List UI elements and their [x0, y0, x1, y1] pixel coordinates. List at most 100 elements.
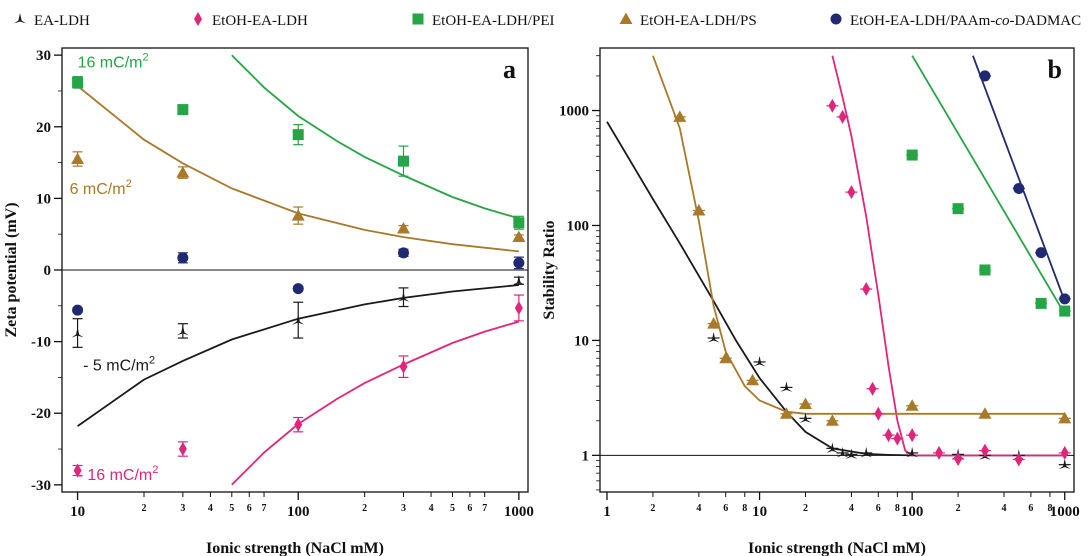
- data-point: [72, 76, 84, 88]
- y-tick-label: 100: [567, 218, 590, 234]
- data-point: [513, 217, 525, 229]
- data-point: [71, 152, 85, 164]
- data-point: [979, 70, 991, 82]
- data-point: [908, 428, 917, 443]
- data-point: [799, 397, 813, 409]
- annotation-text: - 16 mC/m: [78, 467, 153, 484]
- annotation-sup: 2: [149, 354, 155, 366]
- data-point: [826, 442, 839, 453]
- data-point: [836, 446, 849, 458]
- annotation-etoh-ea-ldh-ps: 6 mC/m2: [70, 178, 132, 198]
- data-point: [779, 407, 793, 419]
- data-point: [692, 203, 706, 216]
- series-etoh-ea-ldh-pei: [906, 149, 1071, 317]
- x-tick-label: 1000: [504, 504, 534, 520]
- data-point: [719, 351, 733, 364]
- data-point: [73, 463, 82, 478]
- data-point: [845, 448, 858, 459]
- y-axis-label: Zeta potential (mV): [3, 202, 20, 337]
- legend-marker-etoh-ea-ldh: [194, 12, 202, 26]
- x-minor-tick-label: 3: [401, 503, 406, 514]
- y-tick-label: 1: [582, 448, 590, 464]
- legend-label-etoh-ea-ldh-pei: EtOH-EA-LDH/PEI: [432, 13, 554, 29]
- panel-label: a: [503, 55, 516, 84]
- legend-label-part: -DADMAC: [1009, 13, 1081, 29]
- data-point: [799, 412, 812, 423]
- fit-curve-etoh-ea-ldh-ps: [77, 85, 519, 253]
- x-tick-label: 1000: [1050, 504, 1080, 520]
- data-point: [893, 431, 902, 446]
- x-minor-tick-label: 8: [742, 503, 747, 514]
- data-point: [906, 446, 919, 458]
- data-point: [862, 282, 871, 297]
- x-minor-tick-label: 8: [895, 503, 900, 514]
- x-tick-label: 100: [287, 504, 310, 520]
- x-minor-tick-label: 4: [849, 503, 854, 514]
- data-point: [512, 230, 526, 243]
- legend-marker-etoh-ea-ldh-ps: [619, 12, 633, 24]
- x-axis-label: Ionic strength (NaCl mM): [748, 540, 926, 556]
- legend-marker-etoh-ea-ldh-paam-co-dadmac: [830, 13, 842, 25]
- fit-curves: [606, 55, 1066, 457]
- data-point: [847, 185, 856, 200]
- x-minor-tick-label: 2: [650, 503, 655, 514]
- data-point: [292, 283, 304, 295]
- annotation-ea-ldh: - 5 mC/m2: [83, 354, 155, 374]
- data-point: [707, 317, 721, 329]
- x-minor-tick-label: 5: [450, 503, 455, 514]
- x-tick-label: 10: [70, 504, 85, 520]
- data-point: [838, 109, 847, 124]
- data-point: [397, 155, 409, 167]
- data-point: [1060, 445, 1069, 460]
- data-point: [513, 257, 525, 269]
- legend: EA-LDH EtOH-EA-LDH EtOH-EA-LDH/PEI EtOH-EA-…: [14, 12, 1081, 29]
- data-point: [1035, 297, 1047, 309]
- data-point: [673, 110, 687, 122]
- x-minor-tick-label: 6: [467, 503, 472, 514]
- data-point: [1014, 452, 1023, 467]
- legend-label-etoh-ea-ldh-paam-co-dadmac: EtOH-EA-LDH/PAAm-co-DADMAC: [850, 13, 1081, 29]
- data-point: [178, 442, 187, 457]
- data-point: [176, 324, 189, 336]
- data-point: [292, 129, 304, 141]
- x-tick-label: 100: [901, 504, 924, 520]
- x-minor-tick-label: 6: [247, 503, 252, 514]
- y-tick-label: 0: [44, 263, 52, 279]
- x-minor-tick-label: 7: [262, 503, 267, 514]
- fit-curve-etoh-ea-ldh-paam-co-dadmac: [972, 55, 1066, 302]
- data-point: [176, 166, 190, 178]
- x-minor-tick-label: 5: [229, 503, 234, 514]
- fit-curve-etoh-ea-ldh-pei: [231, 54, 520, 220]
- x-minor-tick-label: 7: [482, 503, 487, 514]
- data-point: [292, 314, 305, 325]
- data-point: [71, 327, 84, 338]
- fit-curve-etoh-ea-ldh-pei: [911, 55, 1066, 315]
- data-point: [1058, 411, 1072, 424]
- data-point: [979, 264, 991, 276]
- x-minor-tick-label: 4: [696, 503, 701, 514]
- data-point: [954, 451, 963, 466]
- data-point: [1058, 458, 1071, 470]
- data-point: [177, 252, 189, 264]
- data-point: [1013, 182, 1025, 194]
- series-ea-ldh: [71, 274, 525, 348]
- x-minor-tick-label: 2: [362, 503, 367, 514]
- fit-curve-etoh-ea-ldh: [231, 320, 520, 486]
- data-point: [978, 407, 992, 419]
- series-etoh-ea-ldh-paam-co-dadmac: [978, 70, 1071, 305]
- y-tick-label: 30: [36, 48, 51, 64]
- y-tick-label: -20: [31, 406, 51, 422]
- series-etoh-ea-ldh: [72, 294, 524, 478]
- x-minor-tick-label: 8: [1047, 503, 1052, 514]
- legend-label-etoh-ea-ldh: EtOH-EA-LDH: [212, 13, 308, 29]
- x-axis-label: Ionic strength (NaCl mM): [206, 540, 384, 556]
- data-point: [396, 221, 410, 234]
- annotation-text: 16 mC/m: [78, 54, 143, 71]
- data-point: [874, 406, 883, 421]
- panel-b: 1 10 100 1000 2 4 6 8 2 4 6 8 2 4 6 8 1 10 100 1000 Ionic st…: [541, 47, 1080, 556]
- data-point: [884, 428, 893, 443]
- legend-label-part: EtOH-EA-LDH/PAAm-: [850, 13, 995, 29]
- data-point: [905, 399, 919, 411]
- series-etoh-ea-ldh-paam-co-dadmac: [72, 247, 525, 316]
